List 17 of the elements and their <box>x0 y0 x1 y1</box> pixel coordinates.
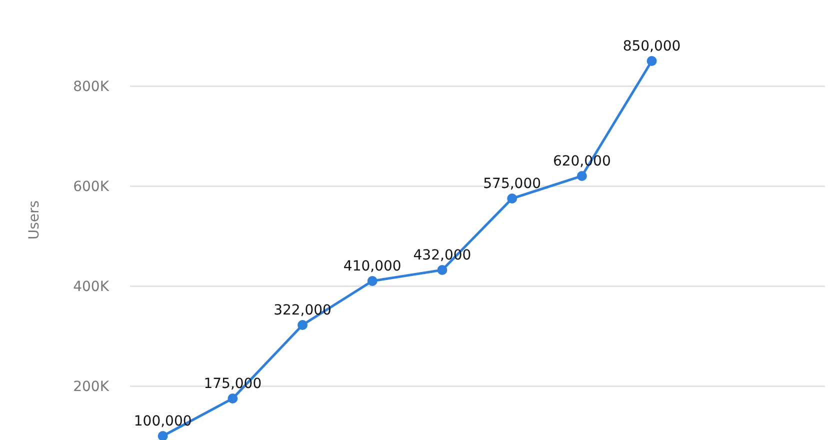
y-tick-label: 600K <box>73 178 110 195</box>
point <box>437 265 448 275</box>
data-label: 575,000 <box>483 176 542 192</box>
point <box>367 276 378 286</box>
point <box>298 320 308 330</box>
point <box>158 431 168 440</box>
y-tick-label: 400K <box>73 278 110 295</box>
data-label: 410,000 <box>343 258 402 274</box>
point <box>228 394 238 404</box>
y-tick-label: 200K <box>73 378 110 395</box>
point <box>576 171 587 181</box>
y-axis-title: Users <box>26 200 43 240</box>
data-label: 850,000 <box>622 38 681 54</box>
point <box>646 56 657 66</box>
point <box>507 194 518 204</box>
data-label: 100,000 <box>134 413 192 430</box>
y-tick-label: 800K <box>73 78 110 95</box>
